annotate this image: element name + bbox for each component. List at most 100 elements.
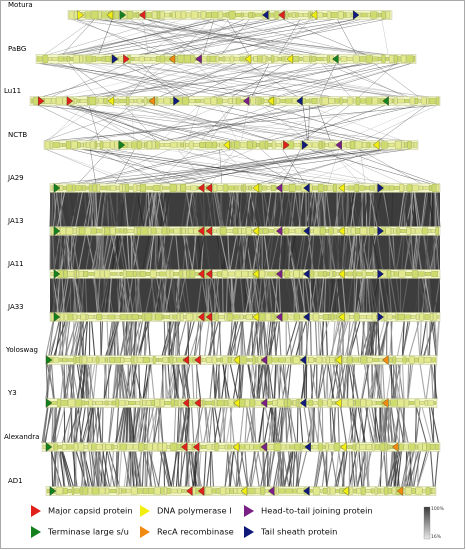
similarity-link	[402, 191, 409, 228]
similarity-link	[284, 363, 287, 400]
similarity-link	[218, 234, 227, 271]
gene-block	[151, 399, 155, 407]
genome-label: JA13	[8, 217, 24, 225]
similarity-link	[83, 104, 166, 142]
similarity-link	[137, 406, 141, 444]
gene-block	[80, 313, 86, 321]
gene-block	[246, 358, 249, 362]
gene-block	[384, 487, 389, 495]
genome-label: Yoloswag	[6, 346, 38, 354]
gene-block	[60, 143, 63, 147]
gene-block	[79, 227, 85, 235]
similarity-link	[278, 320, 282, 357]
gene-block	[98, 11, 102, 19]
gene-block	[177, 313, 180, 321]
similarity-link	[245, 191, 252, 228]
similarity-link	[314, 320, 318, 357]
gene-block	[188, 400, 193, 406]
similarity-link	[350, 406, 357, 444]
legend-label: RecA recombinase	[157, 526, 234, 537]
gene-block	[377, 12, 380, 18]
gene-block	[342, 357, 347, 363]
gene-block	[319, 315, 323, 319]
gene-block	[145, 272, 151, 276]
gene-block	[360, 399, 366, 407]
similarity-link	[381, 277, 387, 314]
similarity-link	[143, 363, 152, 400]
similarity-link	[287, 363, 292, 400]
gene-block	[144, 97, 147, 105]
similarity-link	[106, 450, 115, 488]
similarity-link	[267, 363, 270, 400]
similarity-link	[215, 191, 223, 228]
gene-block	[349, 487, 354, 495]
similarity-link	[188, 450, 194, 488]
gene-block	[253, 444, 260, 450]
similarity-link	[127, 450, 131, 488]
similarity-link	[192, 191, 198, 228]
similarity-link	[170, 277, 179, 314]
similarity-link	[158, 148, 338, 185]
similarity-link	[84, 62, 329, 98]
similarity-link	[263, 277, 268, 314]
genome-label: AD1	[8, 477, 23, 485]
gene-block	[88, 272, 95, 276]
similarity-link	[204, 320, 210, 357]
gene-block	[234, 56, 240, 62]
genome-label: Lu11	[4, 87, 22, 95]
similarity-link	[390, 363, 393, 400]
gene-block	[126, 488, 131, 494]
similarity-link	[164, 18, 308, 56]
similarity-link	[330, 277, 338, 314]
similarity-link	[124, 320, 130, 357]
gene-block	[271, 313, 275, 321]
gene-block	[426, 443, 430, 451]
similarity-link	[307, 277, 316, 314]
similarity-link	[368, 277, 374, 314]
similarity-link	[132, 363, 137, 400]
similarity-link	[379, 450, 383, 488]
gene-block	[328, 313, 331, 321]
similarity-link	[70, 363, 74, 400]
gene-block	[117, 443, 120, 451]
similarity-link	[44, 148, 130, 185]
gene-block	[66, 227, 73, 235]
gene-marker	[240, 486, 248, 496]
gene-block	[359, 185, 365, 191]
gene-block	[139, 399, 143, 407]
gene-block	[96, 356, 100, 364]
similarity-link	[242, 234, 249, 271]
gene-block	[177, 142, 181, 148]
similarity-link	[192, 191, 199, 228]
genome-label: Motura	[8, 1, 33, 9]
gene-block	[73, 313, 77, 321]
gene-block	[211, 11, 218, 19]
similarity-link	[114, 191, 123, 228]
gene-marker	[106, 10, 114, 20]
similarity-link	[229, 234, 238, 271]
similarity-link	[264, 320, 270, 357]
gene-block	[252, 12, 255, 18]
similarity-link	[326, 234, 330, 271]
gene-marker	[148, 96, 156, 106]
similarity-link	[282, 450, 290, 488]
gene-block	[239, 314, 244, 320]
gene-block	[80, 142, 84, 148]
gene-block	[268, 229, 274, 233]
gene-block	[411, 228, 415, 234]
similarity-link	[338, 148, 437, 185]
similarity-link	[115, 148, 389, 185]
similarity-link	[122, 104, 256, 142]
gene-block	[113, 445, 118, 449]
similarity-link	[334, 191, 341, 228]
gene-block	[190, 55, 195, 63]
gene-block	[155, 313, 162, 321]
similarity-link	[304, 363, 307, 400]
similarity-link	[163, 320, 166, 357]
gene-block	[255, 357, 258, 363]
similarity-link	[328, 234, 332, 271]
gene-block	[259, 141, 265, 149]
gene-block	[328, 142, 335, 148]
gene-marker	[303, 226, 310, 236]
similarity-link	[305, 320, 308, 357]
